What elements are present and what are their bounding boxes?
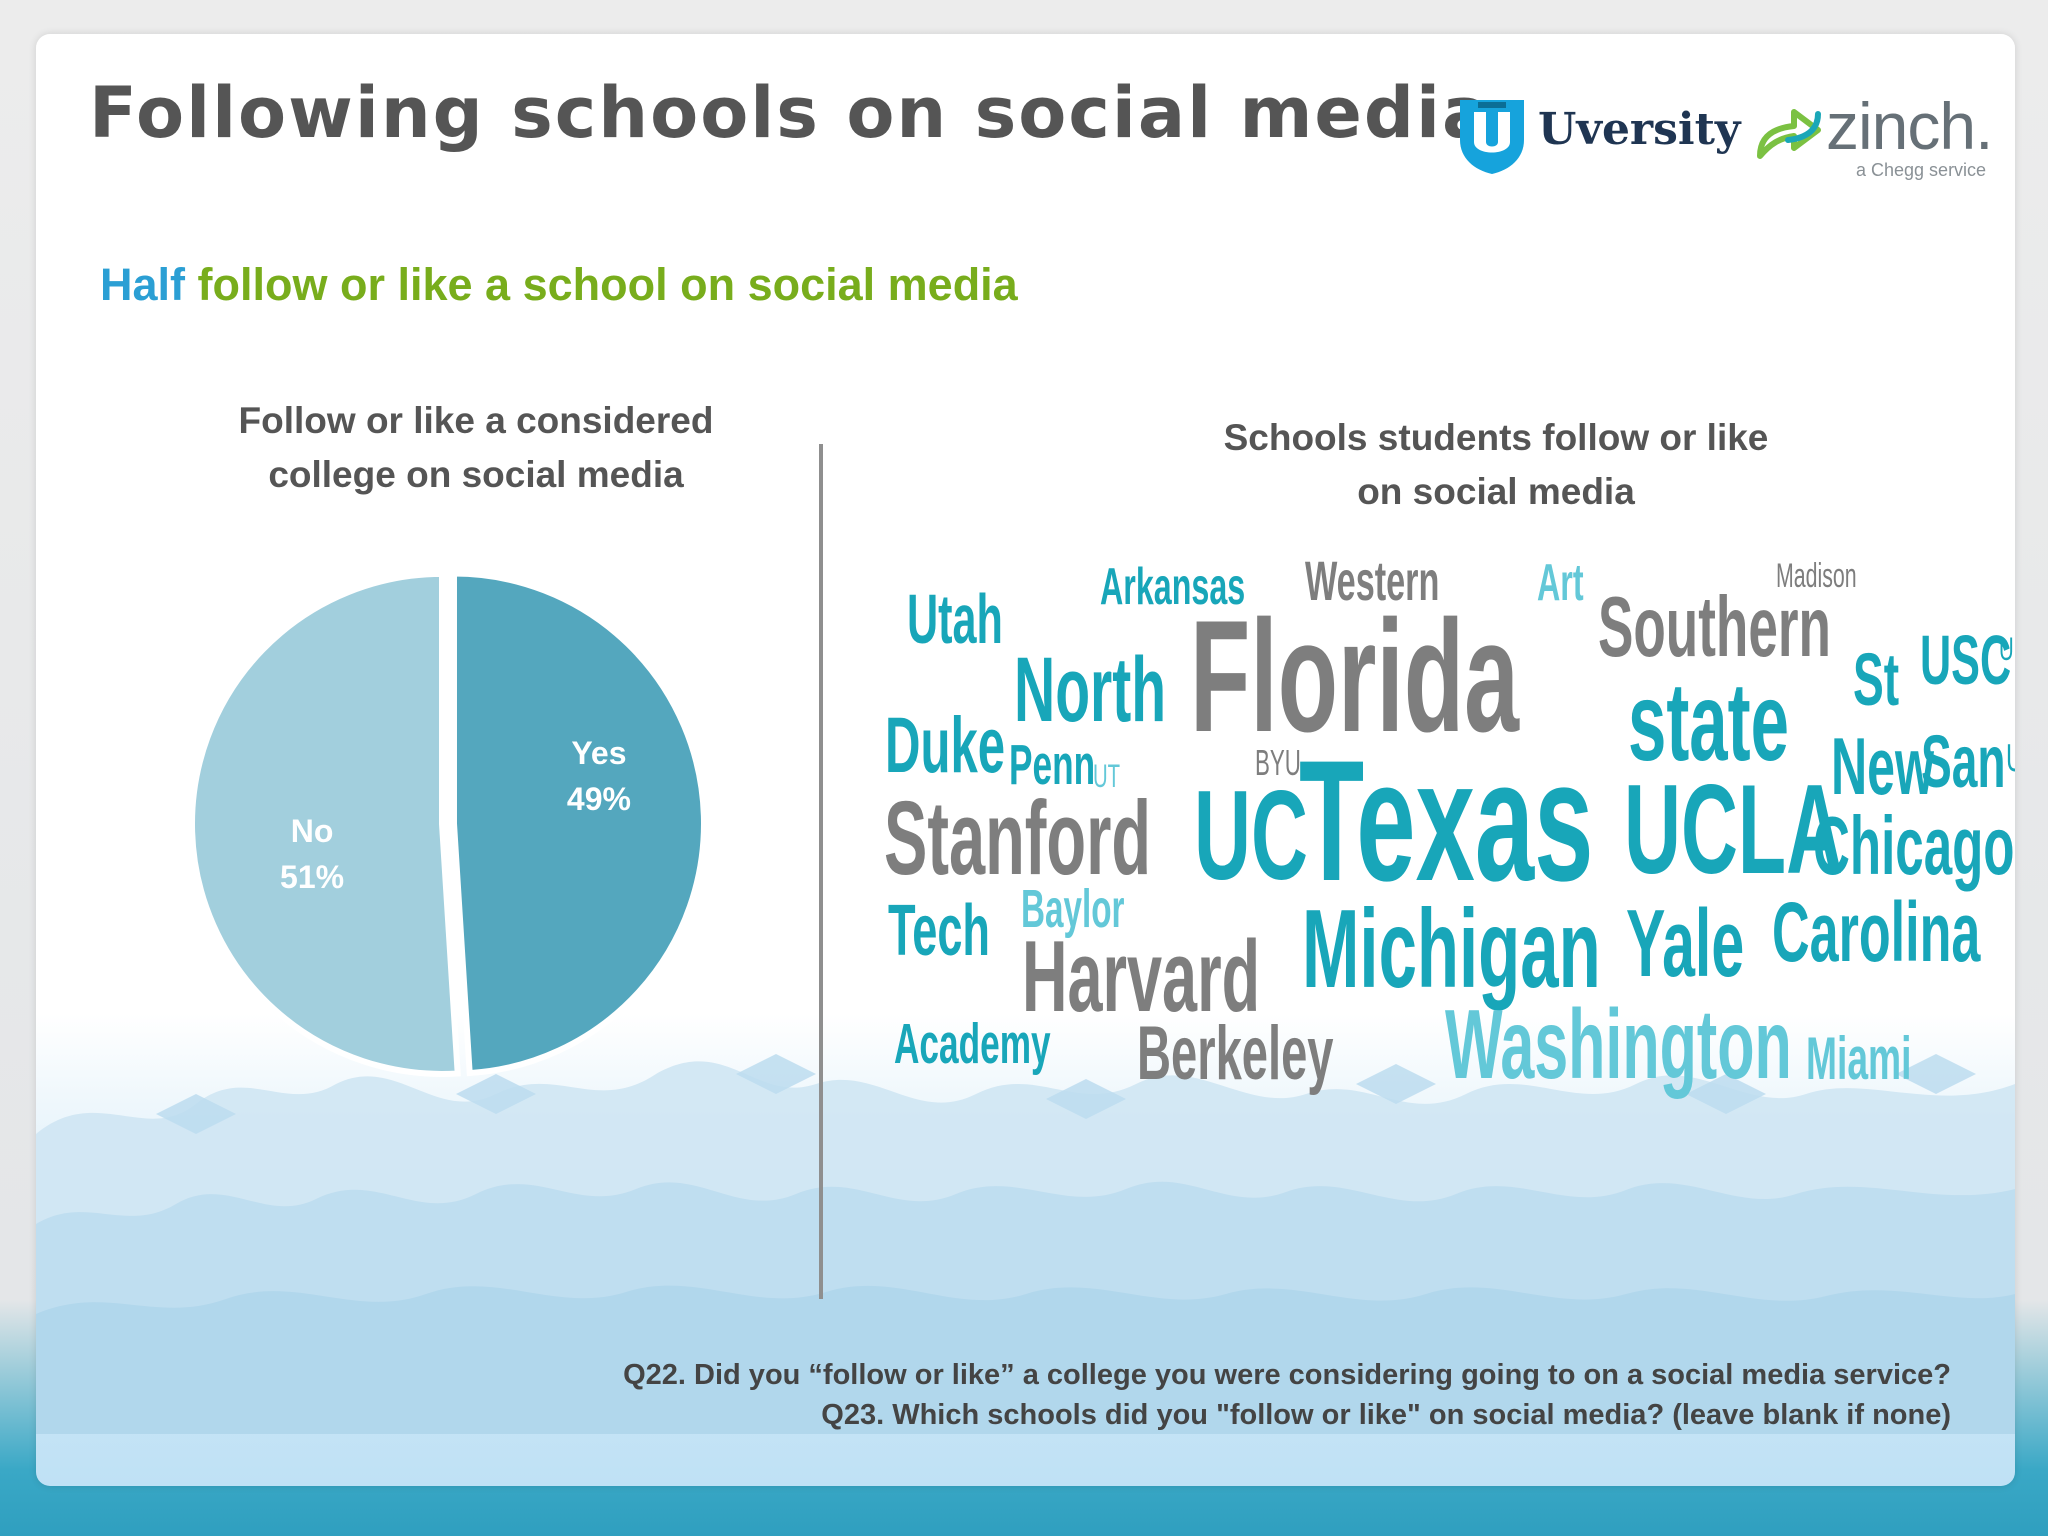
- cloud-word: Penn: [1009, 734, 1096, 797]
- pie-title-line-2: college on social media: [268, 454, 684, 495]
- cloud-word: New: [1830, 722, 1934, 813]
- pie-slice-no: [189, 570, 461, 1077]
- pie-title-line-1: Follow or like a considered: [238, 400, 714, 441]
- cloud-word: St: [1852, 637, 1899, 721]
- cloud-word: Western: [1305, 550, 1440, 613]
- cloud-word: Stanford: [884, 779, 1152, 897]
- pie-label-no-value: 51%: [280, 858, 345, 895]
- footnote-q23: Q23. Which schools did you "follow or li…: [821, 1399, 1951, 1431]
- cloud-word: Yale: [1626, 890, 1745, 997]
- cloud-word: Berkeley: [1137, 1011, 1334, 1097]
- cloud-word: Academy: [893, 1012, 1051, 1076]
- cloud-word: Southern: [1597, 580, 1831, 676]
- uversity-logo-text: Uversity: [1538, 104, 1741, 155]
- zinch-logo-text: zinch.: [1826, 89, 1993, 163]
- cloud-word: Texas: [1299, 725, 1594, 918]
- word-cloud: Texas Florida UCLA UC Michigan state Stanford H…: [876, 553, 2015, 1093]
- pie-label-no: No 51%: [232, 808, 392, 900]
- slide: Following schools on social media Uversi…: [36, 34, 2015, 1486]
- uversity-shield-icon: [1460, 100, 1524, 174]
- cloud-word: Baylor: [1021, 879, 1125, 940]
- cloud-word: BYU: [1255, 742, 1301, 784]
- footnote-q22: Q22. Did you “follow or like” a college …: [623, 1359, 1951, 1391]
- cloud-word: Harvard: [1021, 918, 1260, 1033]
- cloud-word: Arkansas: [1099, 557, 1246, 616]
- pie-slice-yes: [450, 570, 707, 1077]
- zinch-logo-icon: [1757, 109, 1821, 159]
- cloud-title-line-2: on social media: [1357, 471, 1635, 512]
- page-title: Following schools on social media: [89, 72, 1492, 154]
- cloud-word: Michigan: [1301, 886, 1601, 1012]
- pie-chart: [189, 570, 707, 1077]
- pie-label-no-name: No: [290, 812, 334, 849]
- cloud-word: Carolina: [1772, 884, 1981, 979]
- cloud-word: Madison: [1775, 557, 1857, 596]
- cloud-word: Tech: [888, 890, 991, 972]
- cloud-word: Chicago: [1813, 799, 2015, 892]
- pie-label-yes: Yes 49%: [519, 730, 679, 822]
- headline: Half follow or like a school on social m…: [100, 259, 1018, 311]
- cloud-word: UCLA: [1624, 757, 1844, 900]
- cloud-word: state: [1627, 659, 1789, 785]
- cloud-word: Duke: [885, 699, 1006, 789]
- cloud-title-line-1: Schools students follow or like: [1223, 417, 1769, 458]
- pie-label-yes-value: 49%: [566, 780, 631, 817]
- logos: Uversity zinch. a Chegg service: [1456, 64, 1996, 194]
- pie-chart-title: Follow or like a considered college on s…: [126, 394, 826, 502]
- vertical-divider: [819, 444, 823, 1299]
- cloud-word: UF: [1999, 629, 2015, 667]
- cloud-word: Florida: [1189, 587, 1519, 766]
- cloud-word: Art: [1536, 554, 1584, 613]
- headline-highlight: Half: [100, 259, 186, 310]
- word-cloud-title: Schools students follow or like on socia…: [1116, 411, 1876, 519]
- cloud-word: UW: [2006, 739, 2015, 778]
- cloud-word: UT: [1093, 757, 1121, 795]
- cloud-word: USC: [1920, 620, 2012, 699]
- cloud-word: North: [1014, 639, 1167, 742]
- cloud-word: UC: [1194, 763, 1309, 906]
- cloud-word: Utah: [906, 580, 1003, 659]
- pie-label-yes-name: Yes: [571, 734, 627, 771]
- zinch-tagline: a Chegg service: [1856, 160, 1987, 180]
- survey-footnote: Q22. Did you “follow or like” a college …: [623, 1355, 1951, 1435]
- headline-rest: follow or like a school on social media: [185, 259, 1018, 310]
- graduation-crowd-silhouette: [36, 1054, 2015, 1434]
- cloud-word: San: [1920, 719, 2006, 803]
- cloud-word: Miami: [1806, 1025, 1912, 1093]
- cloud-word: Washington: [1445, 989, 1793, 1100]
